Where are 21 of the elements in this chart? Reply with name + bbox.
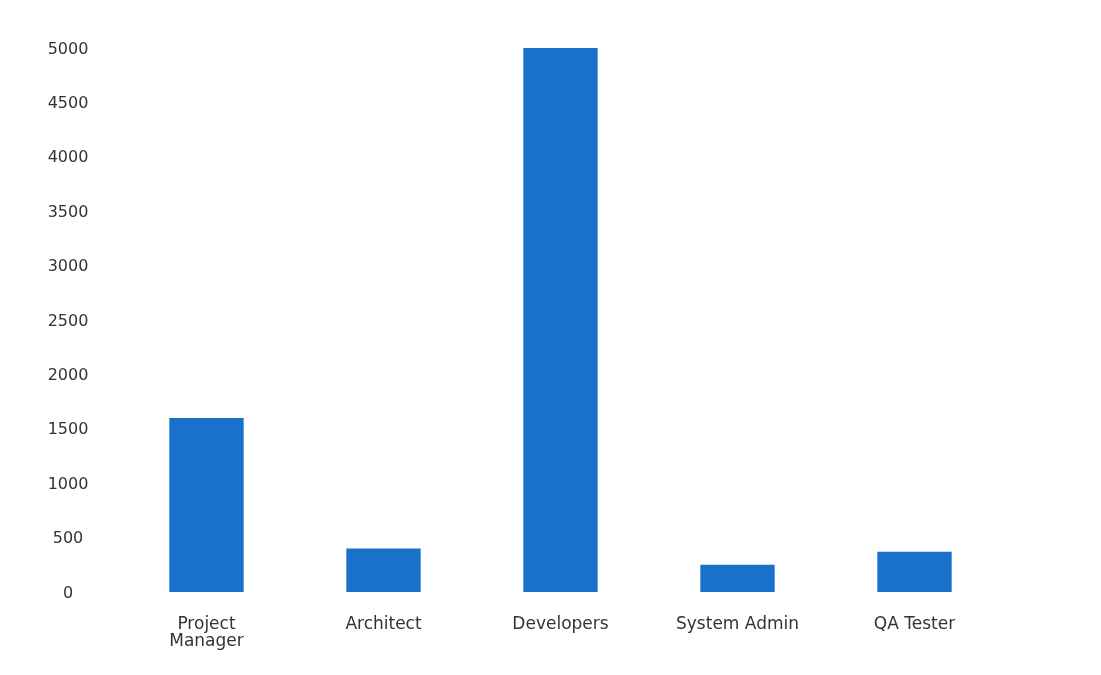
bar (523, 48, 598, 592)
x-tick-label: Project Manager (169, 612, 244, 650)
y-tick-label: 0 (62, 582, 74, 602)
y-tick-label: 1000 (47, 473, 89, 493)
y-tick-label: 500 (52, 528, 84, 548)
y-tick-label: 4000 (47, 147, 89, 167)
y-tick-label: 3000 (47, 256, 89, 276)
y-tick-label: 5000 (47, 38, 89, 58)
y-tick-label: 4500 (47, 92, 89, 112)
x-tick-label: QA Tester (873, 612, 956, 633)
bar (346, 548, 421, 592)
x-tick-label: Developers (512, 612, 609, 633)
bar (877, 551, 952, 592)
x-tick-label: System Admin (676, 612, 799, 633)
y-tick-label: 2000 (47, 364, 89, 384)
bar (169, 417, 244, 592)
y-tick-label: 3500 (47, 201, 89, 221)
bar (700, 564, 775, 592)
y-tick-label: 2500 (47, 310, 89, 330)
y-tick-label: 1500 (47, 419, 89, 439)
x-tick-label: Architect (345, 612, 422, 633)
